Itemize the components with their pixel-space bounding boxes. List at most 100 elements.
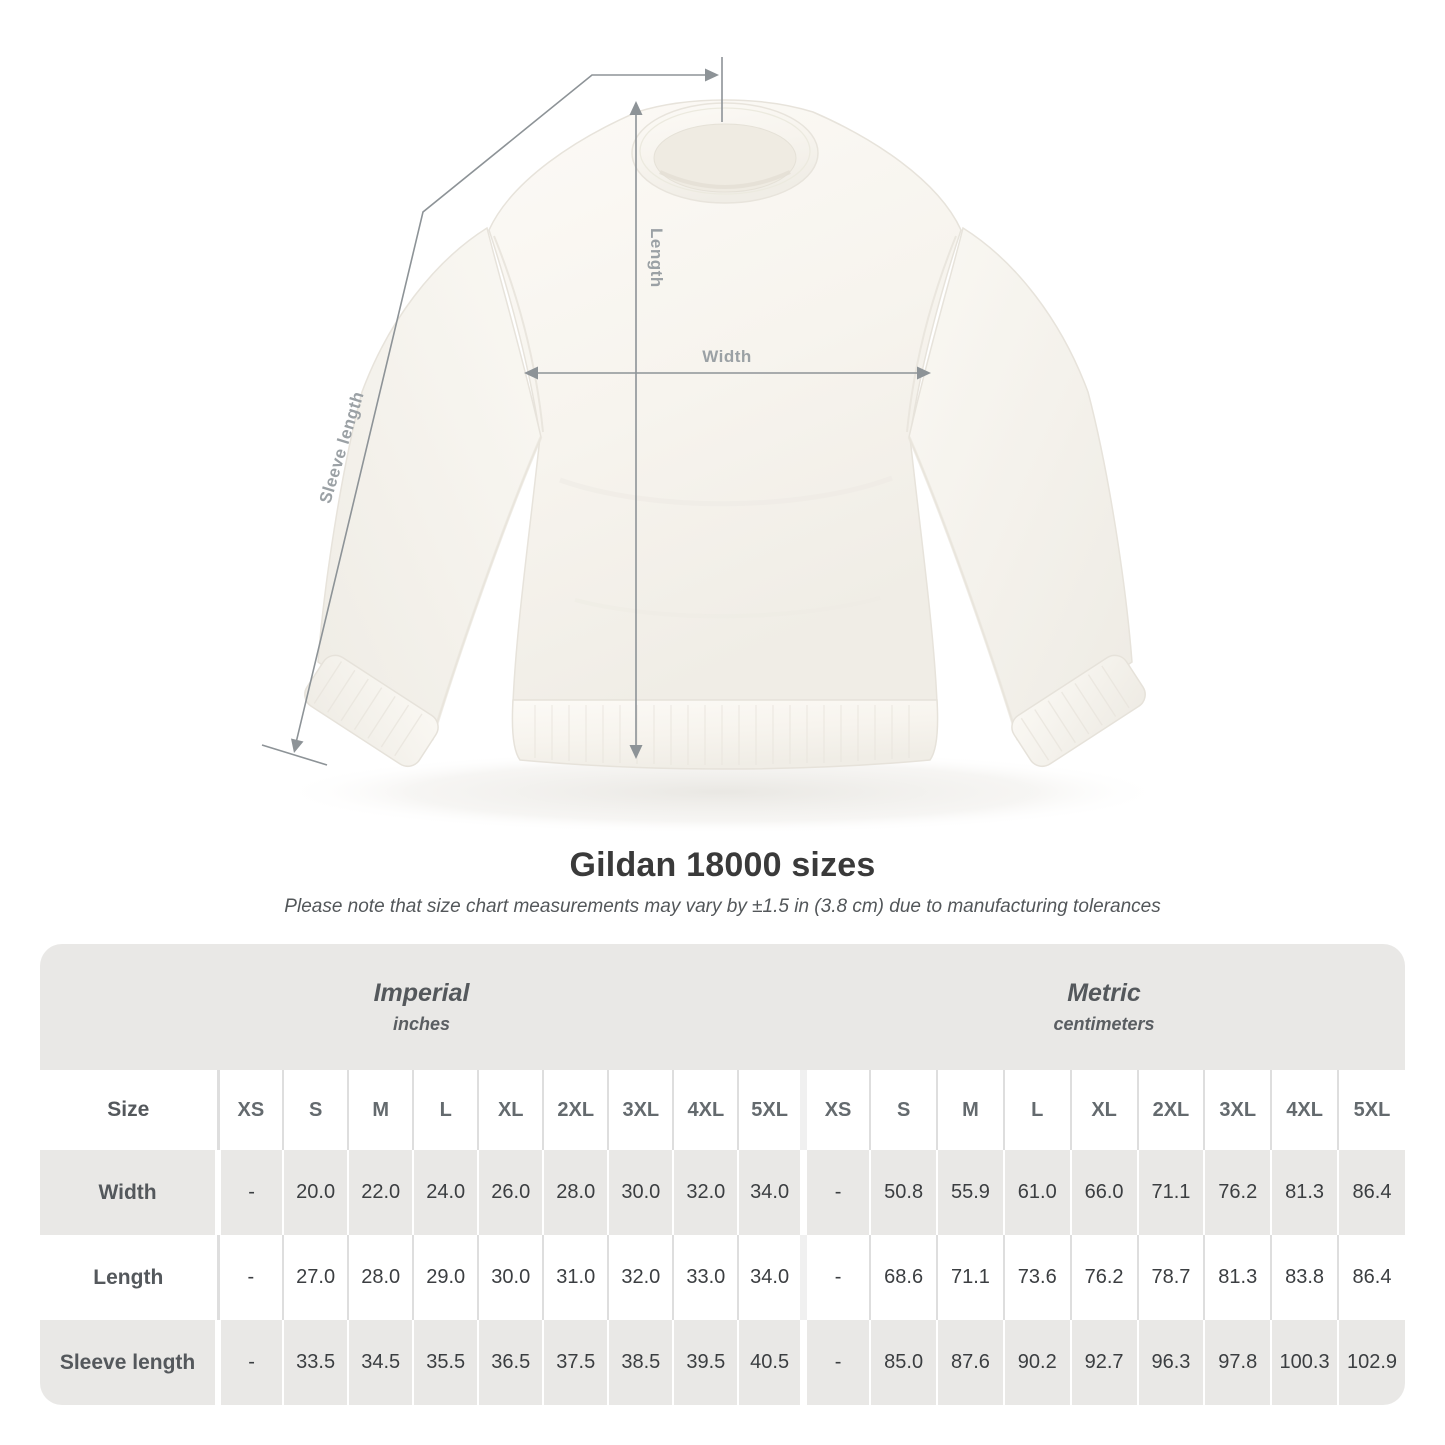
left-sleeve-inner-shade <box>430 436 543 741</box>
value-cell: 28.0 <box>348 1235 415 1320</box>
metric-unit: centimeters <box>1053 1014 1155 1034</box>
value-cell: 20.0 <box>283 1150 350 1235</box>
size-header-imperial: S <box>283 1070 350 1150</box>
value-cell: 86.4 <box>1338 1150 1405 1235</box>
value-cell: 55.9 <box>937 1150 1005 1235</box>
sweatshirt-illustration: Length Width Sleeve length <box>261 57 1167 834</box>
value-cell: 73.6 <box>1003 1235 1072 1320</box>
length-arrow-up <box>629 101 643 115</box>
value-cell: 26.0 <box>478 1150 545 1235</box>
value-cell: 22.0 <box>348 1150 415 1235</box>
value-cell: 30.0 <box>478 1235 545 1320</box>
value-cell: 92.7 <box>1070 1320 1139 1405</box>
value-cell: 90.2 <box>1003 1320 1072 1405</box>
fabric-fold <box>574 596 881 619</box>
size-header-imperial: 4XL <box>673 1070 740 1150</box>
value-cell: 61.0 <box>1003 1150 1072 1235</box>
size-header-imperial: XL <box>478 1070 545 1150</box>
length-arrow-down <box>629 745 643 759</box>
sleeve-length-row: Sleeve length - 33.5 34.5 35.5 36.5 37.5… <box>40 1320 1405 1405</box>
value-cell: 50.8 <box>870 1150 939 1235</box>
value-cell: 35.5 <box>413 1320 480 1405</box>
length-row: Length - 27.0 28.0 29.0 30.0 31.0 32.0 3… <box>40 1235 1405 1320</box>
value-cell: 66.0 <box>1070 1150 1139 1235</box>
value-cell: 85.0 <box>870 1320 939 1405</box>
value-cell: 81.3 <box>1204 1235 1273 1320</box>
row-label-sleeve-length: Sleeve length <box>40 1320 222 1405</box>
value-cell: 34.0 <box>738 1150 807 1235</box>
value-cell: 71.1 <box>937 1235 1005 1320</box>
sleeve-arrow-bottom <box>291 738 304 753</box>
value-cell: 33.0 <box>673 1235 740 1320</box>
right-shoulder-seam <box>906 235 957 433</box>
value-cell: 40.5 <box>738 1320 807 1405</box>
value-cell: 32.0 <box>673 1150 740 1235</box>
size-header-metric: M <box>937 1070 1005 1150</box>
row-label-width: Width <box>40 1150 222 1235</box>
metric-title: Metric <box>1067 979 1141 1007</box>
ground-shadow <box>277 750 1167 834</box>
value-cell: 33.5 <box>283 1320 350 1405</box>
value-cell: - <box>803 1150 872 1235</box>
sleeve-arrow-top <box>705 68 719 82</box>
right-sleeve-inner-shade <box>907 436 1020 741</box>
value-cell: 102.9 <box>1338 1320 1405 1405</box>
value-cell: 30.0 <box>608 1150 675 1235</box>
value-cell: 81.3 <box>1271 1150 1339 1235</box>
value-cell: - <box>218 1235 285 1320</box>
size-header-imperial: XS <box>218 1070 285 1150</box>
size-header-imperial: 5XL <box>738 1070 807 1150</box>
value-cell: 78.7 <box>1137 1235 1206 1320</box>
value-cell: 31.0 <box>543 1235 610 1320</box>
unit-header-band: Imperial inches Metric centimeters <box>40 944 1405 1070</box>
value-cell: 37.5 <box>543 1320 610 1405</box>
size-header-metric: L <box>1003 1070 1072 1150</box>
left-cuff <box>304 654 439 768</box>
value-cell: 68.6 <box>870 1235 939 1320</box>
size-header-metric: 5XL <box>1338 1070 1405 1150</box>
size-header-metric: 4XL <box>1271 1070 1339 1150</box>
size-header-imperial: 3XL <box>608 1070 675 1150</box>
value-cell: 34.5 <box>348 1320 415 1405</box>
measurement-lines <box>261 57 928 766</box>
value-cell: 76.2 <box>1204 1150 1273 1235</box>
size-header-metric: 2XL <box>1137 1070 1206 1150</box>
value-cell: 38.5 <box>608 1320 675 1405</box>
page-title: Gildan 18000 sizes <box>569 846 876 884</box>
size-header-imperial: 2XL <box>543 1070 610 1150</box>
size-chart-table: Imperial inches Metric centimeters Size … <box>40 944 1405 1405</box>
size-chart-container: Imperial inches Metric centimeters Size … <box>40 944 1405 1405</box>
left-shoulder-seam <box>493 235 544 433</box>
collar <box>631 102 819 204</box>
sweatshirt-measurement-diagram: Length Width Sleeve length <box>261 57 1167 834</box>
cuff-tick <box>261 744 328 766</box>
right-cuff <box>1011 654 1146 768</box>
width-row: Width - 20.0 22.0 24.0 26.0 28.0 30.0 32… <box>40 1150 1405 1235</box>
value-cell: 28.0 <box>543 1150 610 1235</box>
value-cell: 83.8 <box>1271 1235 1339 1320</box>
value-cell: 100.3 <box>1271 1320 1339 1405</box>
value-cell: 76.2 <box>1070 1235 1139 1320</box>
value-cell: 86.4 <box>1338 1235 1405 1320</box>
fabric-fold <box>559 475 893 507</box>
value-cell: 97.8 <box>1204 1320 1273 1405</box>
row-label-length: Length <box>40 1235 220 1320</box>
value-cell: 24.0 <box>413 1150 480 1235</box>
width-arrow-right <box>917 366 931 380</box>
value-cell: 87.6 <box>937 1320 1005 1405</box>
value-cell: 32.0 <box>608 1235 675 1320</box>
arrowheads <box>291 68 931 759</box>
metric-header: Metric centimeters <box>803 979 1405 1035</box>
value-cell: 29.0 <box>413 1235 480 1320</box>
width-arrow-left <box>524 366 538 380</box>
size-header-metric: XS <box>803 1070 872 1150</box>
imperial-header: Imperial inches <box>40 979 803 1035</box>
length-label: Length <box>647 228 666 288</box>
value-cell: 36.5 <box>478 1320 545 1405</box>
sleeve-length-line <box>294 74 716 748</box>
unit-header-row: Imperial inches Metric centimeters <box>40 944 1405 1070</box>
size-header-metric: XL <box>1070 1070 1139 1150</box>
size-row-label: Size <box>40 1070 220 1150</box>
sweatshirt-body <box>488 99 962 704</box>
value-cell: 39.5 <box>673 1320 740 1405</box>
